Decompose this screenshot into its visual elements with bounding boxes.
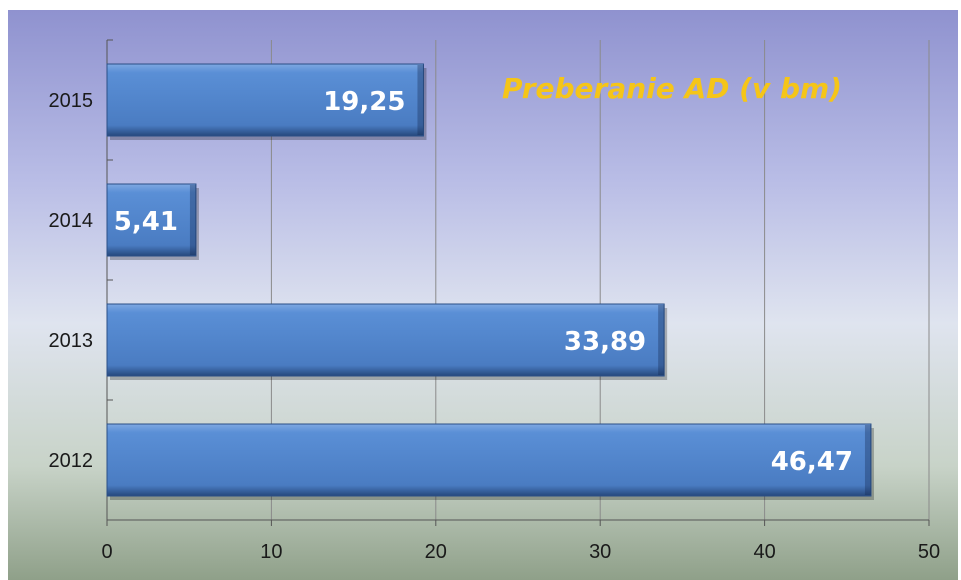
x-tick-label: 40 bbox=[753, 541, 775, 563]
bar-bevel bbox=[417, 65, 424, 135]
x-tick-label: 50 bbox=[918, 541, 940, 563]
bar-bevel bbox=[189, 185, 196, 255]
data-label: 5,41 bbox=[114, 207, 178, 237]
category-label: 2012 bbox=[49, 450, 94, 472]
labels: 0 10 20 30 40 50 2012 46,47 2013 33,89 2014 5,41 201… bbox=[49, 87, 941, 563]
bar-2013 bbox=[106, 303, 665, 377]
data-label: 19,25 bbox=[323, 87, 405, 117]
bar-bevel bbox=[658, 305, 665, 375]
category-label: 2015 bbox=[49, 90, 94, 112]
bars bbox=[106, 63, 874, 500]
x-tick-label: 30 bbox=[589, 541, 611, 563]
bar-2012 bbox=[106, 423, 872, 497]
x-tick-label: 10 bbox=[260, 541, 282, 563]
category-label: 2013 bbox=[49, 330, 94, 352]
bar-2015 bbox=[106, 63, 424, 137]
x-tick-label: 0 bbox=[101, 541, 112, 563]
x-tick-label: 20 bbox=[425, 541, 447, 563]
bar-2014 bbox=[106, 183, 197, 257]
data-label: 33,89 bbox=[564, 327, 646, 357]
category-label: 2014 bbox=[49, 210, 94, 232]
bar-bevel bbox=[864, 425, 871, 495]
chart-title: Preberanie AD (v bm) bbox=[502, 72, 842, 105]
data-label: 46,47 bbox=[771, 447, 853, 477]
